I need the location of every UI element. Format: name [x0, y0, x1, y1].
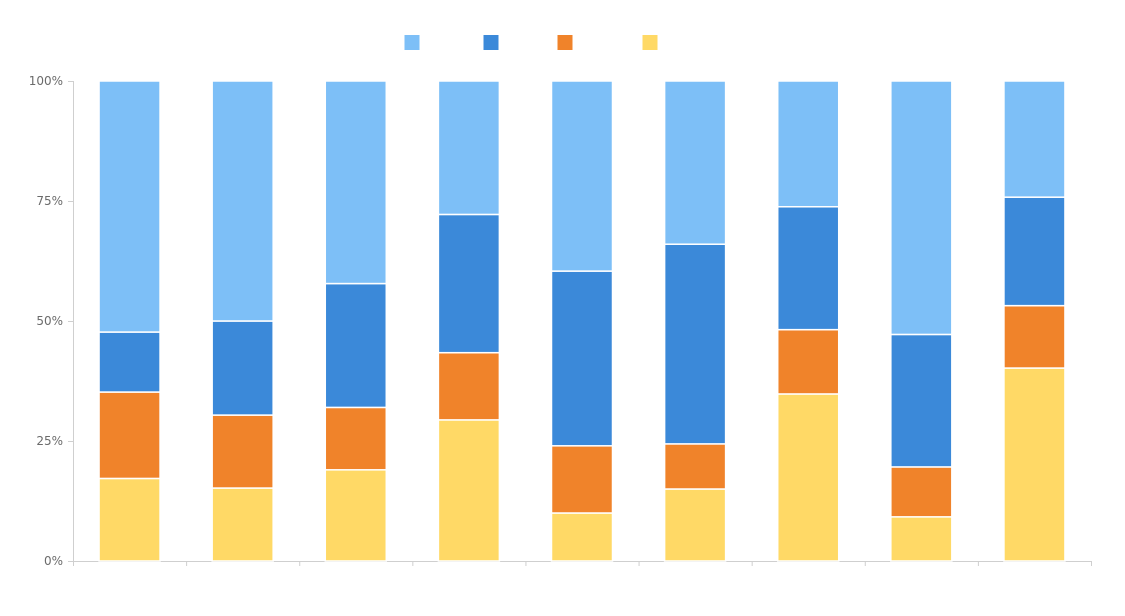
bar-segment[interactable]	[550, 512, 614, 562]
y-tick-label: 75%	[36, 194, 63, 208]
bar-segment[interactable]	[98, 391, 161, 480]
legend	[404, 35, 658, 50]
bar-segment[interactable]	[776, 393, 840, 562]
bar-segment[interactable]	[211, 414, 274, 489]
bar-segment[interactable]	[550, 80, 614, 272]
y-tick-label: 50%	[36, 314, 63, 328]
bar-segment[interactable]	[211, 320, 274, 416]
legend-swatch[interactable]	[483, 35, 499, 50]
legend-swatch[interactable]	[404, 35, 420, 50]
bar-segment[interactable]	[550, 445, 614, 514]
bar-segment[interactable]	[437, 80, 501, 216]
bar-segment[interactable]	[211, 80, 274, 322]
bar-segment[interactable]	[890, 333, 953, 468]
bar-segment[interactable]	[98, 80, 161, 333]
legend-swatch[interactable]	[642, 35, 658, 50]
bar-segment[interactable]	[1003, 367, 1066, 562]
y-tick-label: 0%	[44, 554, 63, 568]
bar-segment[interactable]	[437, 419, 501, 562]
bar-segment[interactable]	[776, 80, 840, 208]
bar-segment[interactable]	[663, 80, 727, 245]
bar-segment[interactable]	[776, 328, 840, 395]
bar-segment[interactable]	[550, 270, 614, 447]
bar-segment[interactable]	[98, 477, 161, 562]
bar-segment[interactable]	[776, 206, 840, 331]
bar-segment[interactable]	[324, 406, 388, 471]
y-tick-label: 100%	[29, 74, 63, 88]
bar-segment[interactable]	[1003, 196, 1066, 307]
bar-segment[interactable]	[324, 469, 388, 562]
bars	[98, 80, 1066, 562]
bar-segment[interactable]	[890, 80, 953, 336]
bar-segment[interactable]	[663, 443, 727, 490]
bar-segment[interactable]	[324, 282, 388, 409]
bar-segment[interactable]	[324, 80, 388, 285]
bar-segment[interactable]	[663, 488, 727, 562]
bar-segment[interactable]	[98, 331, 161, 393]
bar-segment[interactable]	[1003, 80, 1066, 198]
bar-segment[interactable]	[1003, 304, 1066, 369]
bar-segment[interactable]	[663, 243, 727, 445]
bar-segment[interactable]	[211, 487, 274, 562]
bar-segment[interactable]	[437, 351, 501, 421]
bar-segment[interactable]	[890, 466, 953, 518]
y-axis: 0% 25% 50% 75% 100%	[29, 74, 74, 568]
y-tick-label: 25%	[36, 434, 63, 448]
bar-segment[interactable]	[437, 213, 501, 354]
bar-segment[interactable]	[890, 516, 953, 562]
legend-swatch[interactable]	[557, 35, 573, 50]
